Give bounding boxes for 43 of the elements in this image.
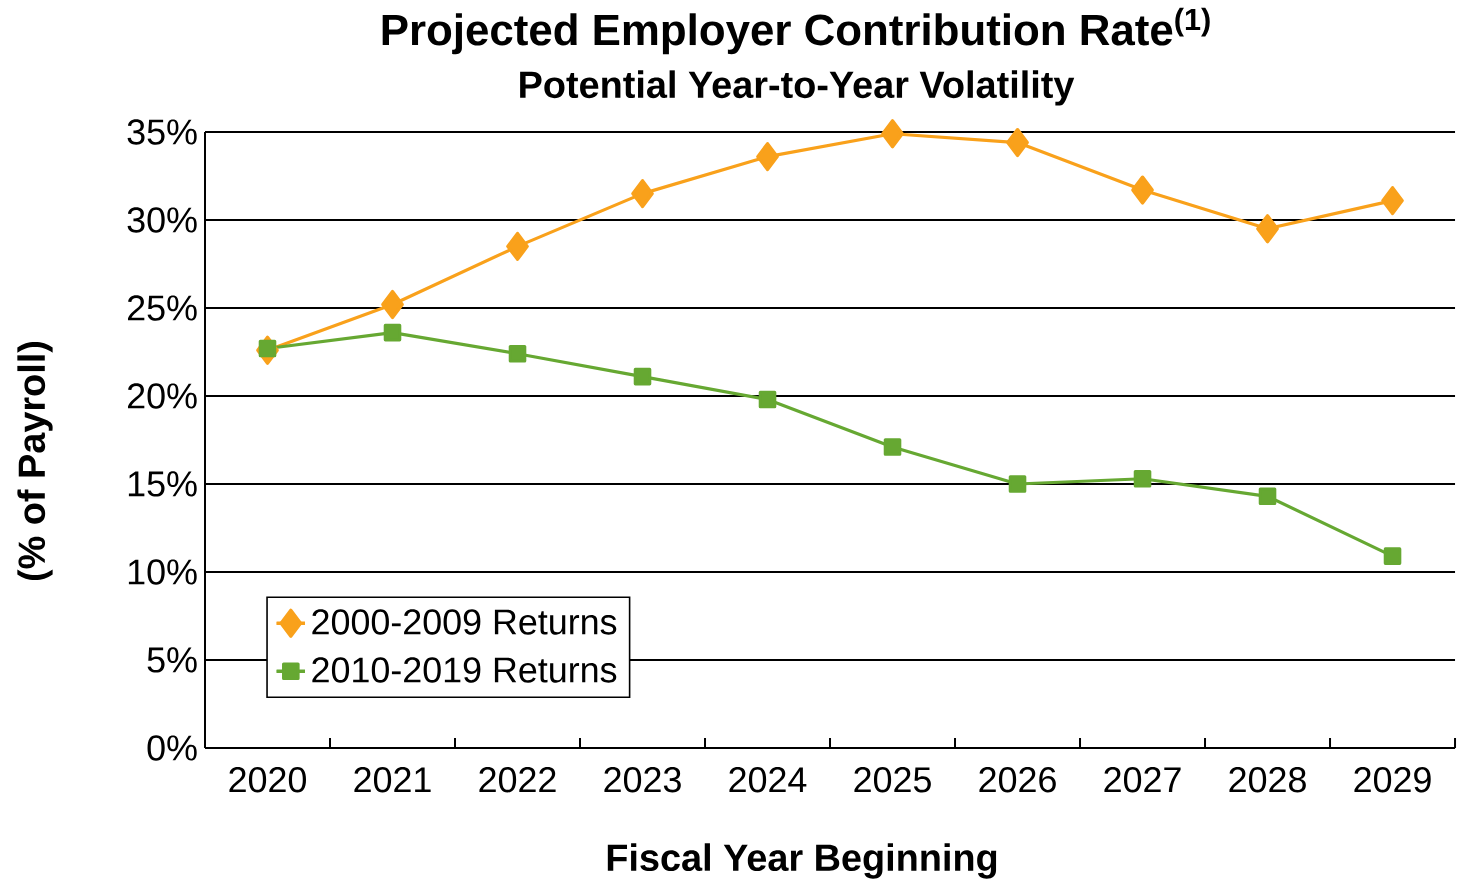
x-tick-label: 2025	[854, 767, 931, 793]
x-tick-label: 2023	[604, 767, 681, 793]
y-tick-label: 20%	[127, 383, 197, 409]
point	[1133, 469, 1152, 488]
x-tick-label: 2028	[1229, 767, 1306, 793]
chart-subtitle: Potential Year-to-Year Volatility	[520, 70, 1075, 106]
y-tick-label: 5%	[147, 647, 197, 673]
legend-label: 2010-2019 Returns	[312, 657, 617, 683]
x-tick-label: 2022	[479, 767, 556, 793]
point	[1006, 127, 1029, 158]
y-tick-label: 25%	[127, 295, 197, 321]
y-tick-label: 30%	[127, 207, 197, 233]
point	[631, 179, 654, 209]
point	[758, 390, 777, 409]
y-tick-label: 35%	[127, 119, 197, 145]
y-tick-label: 0%	[147, 735, 197, 761]
y-tick-label: 10%	[128, 559, 197, 585]
x-tick-label: 2027	[1104, 767, 1181, 793]
point	[633, 367, 652, 386]
point	[1258, 487, 1277, 506]
point	[881, 119, 904, 149]
x-tick-label: 2020	[229, 767, 306, 793]
point	[508, 344, 527, 363]
point	[506, 231, 529, 261]
point	[883, 438, 902, 456]
point	[381, 289, 404, 320]
x-tick-label: 2029	[1354, 767, 1431, 793]
y-axis-title: (% of Payroll)	[17, 341, 53, 581]
point	[756, 142, 779, 172]
point	[1381, 186, 1404, 216]
point	[383, 323, 402, 342]
point	[1256, 214, 1279, 244]
x-tick-label: 2021	[354, 767, 431, 793]
point	[258, 339, 277, 358]
x-tick-label: 2024	[729, 767, 807, 793]
point	[1131, 175, 1154, 205]
chart-title: Projected Employer Contribution Rate$^{(1)}$	[382, 7, 1210, 55]
point	[1008, 475, 1027, 493]
y-tick-label: 15%	[128, 471, 197, 497]
x-tick-label: 2026	[979, 767, 1056, 793]
point	[1383, 547, 1402, 565]
x-axis-title: Fiscal Year Beginning	[607, 843, 997, 879]
legend-label: 2000-2009 Returns	[312, 609, 617, 635]
